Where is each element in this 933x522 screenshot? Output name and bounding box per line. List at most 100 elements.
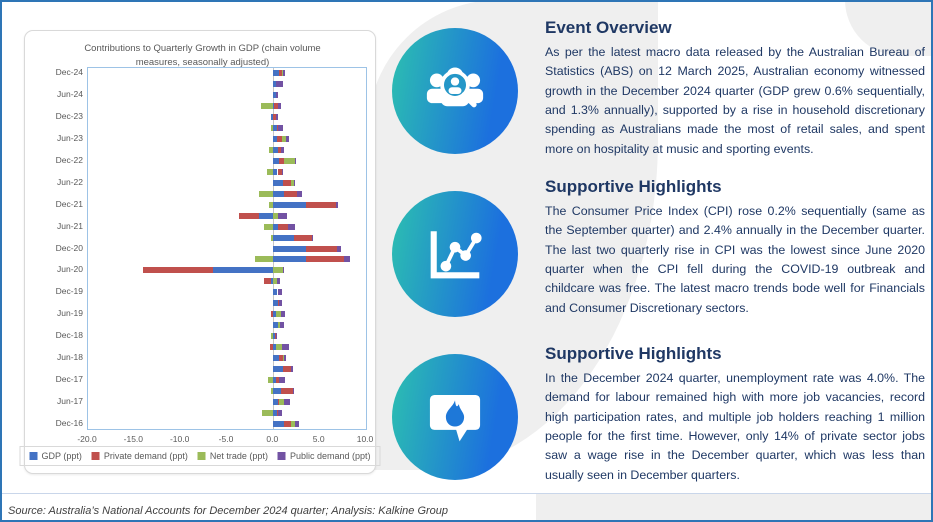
bar-segment bbox=[273, 92, 277, 99]
bar-segment bbox=[291, 365, 293, 372]
bar-segment bbox=[254, 256, 274, 263]
bar-segment bbox=[286, 136, 290, 143]
legend-item: Public demand (ppt) bbox=[277, 451, 371, 461]
bar-segment bbox=[276, 81, 283, 88]
bar-segment bbox=[273, 289, 278, 296]
bar-segment bbox=[305, 245, 338, 252]
bar-segment bbox=[278, 70, 282, 77]
section-event-overview: Event Overview As per the latest macro d… bbox=[545, 18, 925, 159]
bar-segment bbox=[276, 311, 281, 318]
y-axis-label: Jun-23 bbox=[57, 133, 83, 144]
section-body: In the December 2024 quarter, unemployme… bbox=[545, 371, 925, 482]
section-supportive-highlights-2: Supportive Highlights In the December 20… bbox=[545, 344, 925, 485]
bar-segment bbox=[273, 354, 280, 361]
bar-segment bbox=[278, 322, 281, 329]
bar-segment bbox=[305, 256, 344, 263]
bar-segment bbox=[271, 234, 274, 241]
bar-segment bbox=[280, 322, 284, 329]
bar-segment bbox=[276, 376, 280, 383]
bar-segment bbox=[274, 103, 278, 110]
bar-segment bbox=[278, 223, 288, 230]
bar-segment bbox=[277, 289, 282, 296]
bar-segment bbox=[267, 376, 274, 383]
bar-segment bbox=[273, 387, 281, 394]
bar-segment bbox=[263, 278, 272, 285]
bar-segment bbox=[273, 70, 279, 77]
bar-segment bbox=[273, 300, 278, 307]
bar-segment bbox=[276, 114, 278, 121]
bar-segment bbox=[284, 354, 286, 361]
bar-segment bbox=[305, 201, 337, 208]
x-axis-tick: 5.0 bbox=[312, 434, 325, 444]
bar-segment bbox=[277, 278, 281, 285]
bar-segment bbox=[281, 168, 284, 175]
bar-segment bbox=[261, 103, 274, 110]
y-axis-label: Jun-24 bbox=[57, 89, 83, 100]
y-axis-label: Jun-18 bbox=[57, 351, 83, 362]
people-search-icon bbox=[392, 28, 518, 154]
bar-segment bbox=[290, 179, 294, 186]
legend-item: Net trade (ppt) bbox=[197, 451, 268, 461]
bar-segment bbox=[282, 70, 286, 77]
bar-segment bbox=[280, 311, 286, 318]
bar-segment bbox=[283, 398, 291, 405]
bar-segment bbox=[258, 190, 274, 197]
y-axis-label: Jun-20 bbox=[57, 264, 83, 275]
bar-segment bbox=[282, 365, 291, 372]
bar-segment bbox=[292, 387, 295, 394]
bar-segment bbox=[280, 387, 293, 394]
bar-segment bbox=[273, 398, 279, 405]
y-axis-label: Jun-22 bbox=[57, 176, 83, 187]
bar-segment bbox=[279, 376, 285, 383]
bar-segment bbox=[273, 147, 278, 154]
section-supportive-highlights-1: Supportive Highlights The Consumer Price… bbox=[545, 177, 925, 318]
legend-label: Public demand (ppt) bbox=[289, 451, 371, 461]
bar-segment bbox=[278, 398, 284, 405]
chart-title: Contributions to Quarterly Growth in GDP… bbox=[84, 43, 321, 68]
bar-segment bbox=[290, 420, 296, 427]
bar-segment bbox=[294, 157, 297, 164]
bar-segment bbox=[238, 212, 259, 219]
bar-segment bbox=[281, 70, 284, 77]
bar-segment bbox=[283, 157, 295, 164]
bar-segment bbox=[343, 256, 350, 263]
x-axis-tick: -20.0 bbox=[77, 434, 97, 444]
bar-segment bbox=[273, 267, 283, 274]
bar-segment bbox=[273, 245, 306, 252]
legend-swatch bbox=[91, 452, 100, 460]
footer-separator bbox=[0, 493, 933, 494]
bar-segment bbox=[277, 147, 282, 154]
y-axis-label: Dec-22 bbox=[55, 154, 83, 165]
y-axis-label: Dec-18 bbox=[55, 330, 83, 340]
y-axis-label: Dec-21 bbox=[55, 198, 83, 209]
bar-segment bbox=[277, 409, 283, 416]
bar-segment bbox=[270, 387, 274, 394]
line-chart-glyph bbox=[430, 231, 482, 279]
chart-legend: GDP (ppt) Private demand (ppt) Net trade (… bbox=[19, 446, 381, 466]
legend-item: Private demand (ppt) bbox=[91, 451, 188, 461]
y-axis-label: Jun-17 bbox=[57, 395, 83, 406]
bar-segment bbox=[282, 354, 285, 361]
bar-segment bbox=[278, 125, 284, 132]
bar-segment bbox=[273, 179, 283, 186]
bar-segment bbox=[267, 168, 274, 175]
bar-segment bbox=[273, 212, 279, 219]
x-axis-tick: -15.0 bbox=[123, 434, 144, 444]
y-axis-label: Jun-19 bbox=[57, 308, 83, 319]
bar-segment bbox=[277, 103, 281, 110]
x-axis-tick: -10.0 bbox=[169, 434, 190, 444]
source-note: Source: Australia’s National Accounts fo… bbox=[8, 505, 449, 517]
bar-segment bbox=[297, 190, 302, 197]
bar-segment bbox=[273, 234, 294, 241]
bar-segment bbox=[277, 125, 279, 132]
bar-segment bbox=[213, 267, 274, 274]
people-search-glyph bbox=[426, 67, 484, 108]
bar-segment bbox=[277, 168, 282, 175]
bar-segment bbox=[273, 136, 278, 143]
bar-segment bbox=[281, 136, 287, 143]
bar-segment bbox=[273, 81, 277, 88]
bar-segment bbox=[281, 147, 285, 154]
legend-label: GDP (ppt) bbox=[41, 451, 82, 461]
section-heading: Event Overview bbox=[545, 18, 672, 37]
legend-label: Net trade (ppt) bbox=[209, 451, 268, 461]
